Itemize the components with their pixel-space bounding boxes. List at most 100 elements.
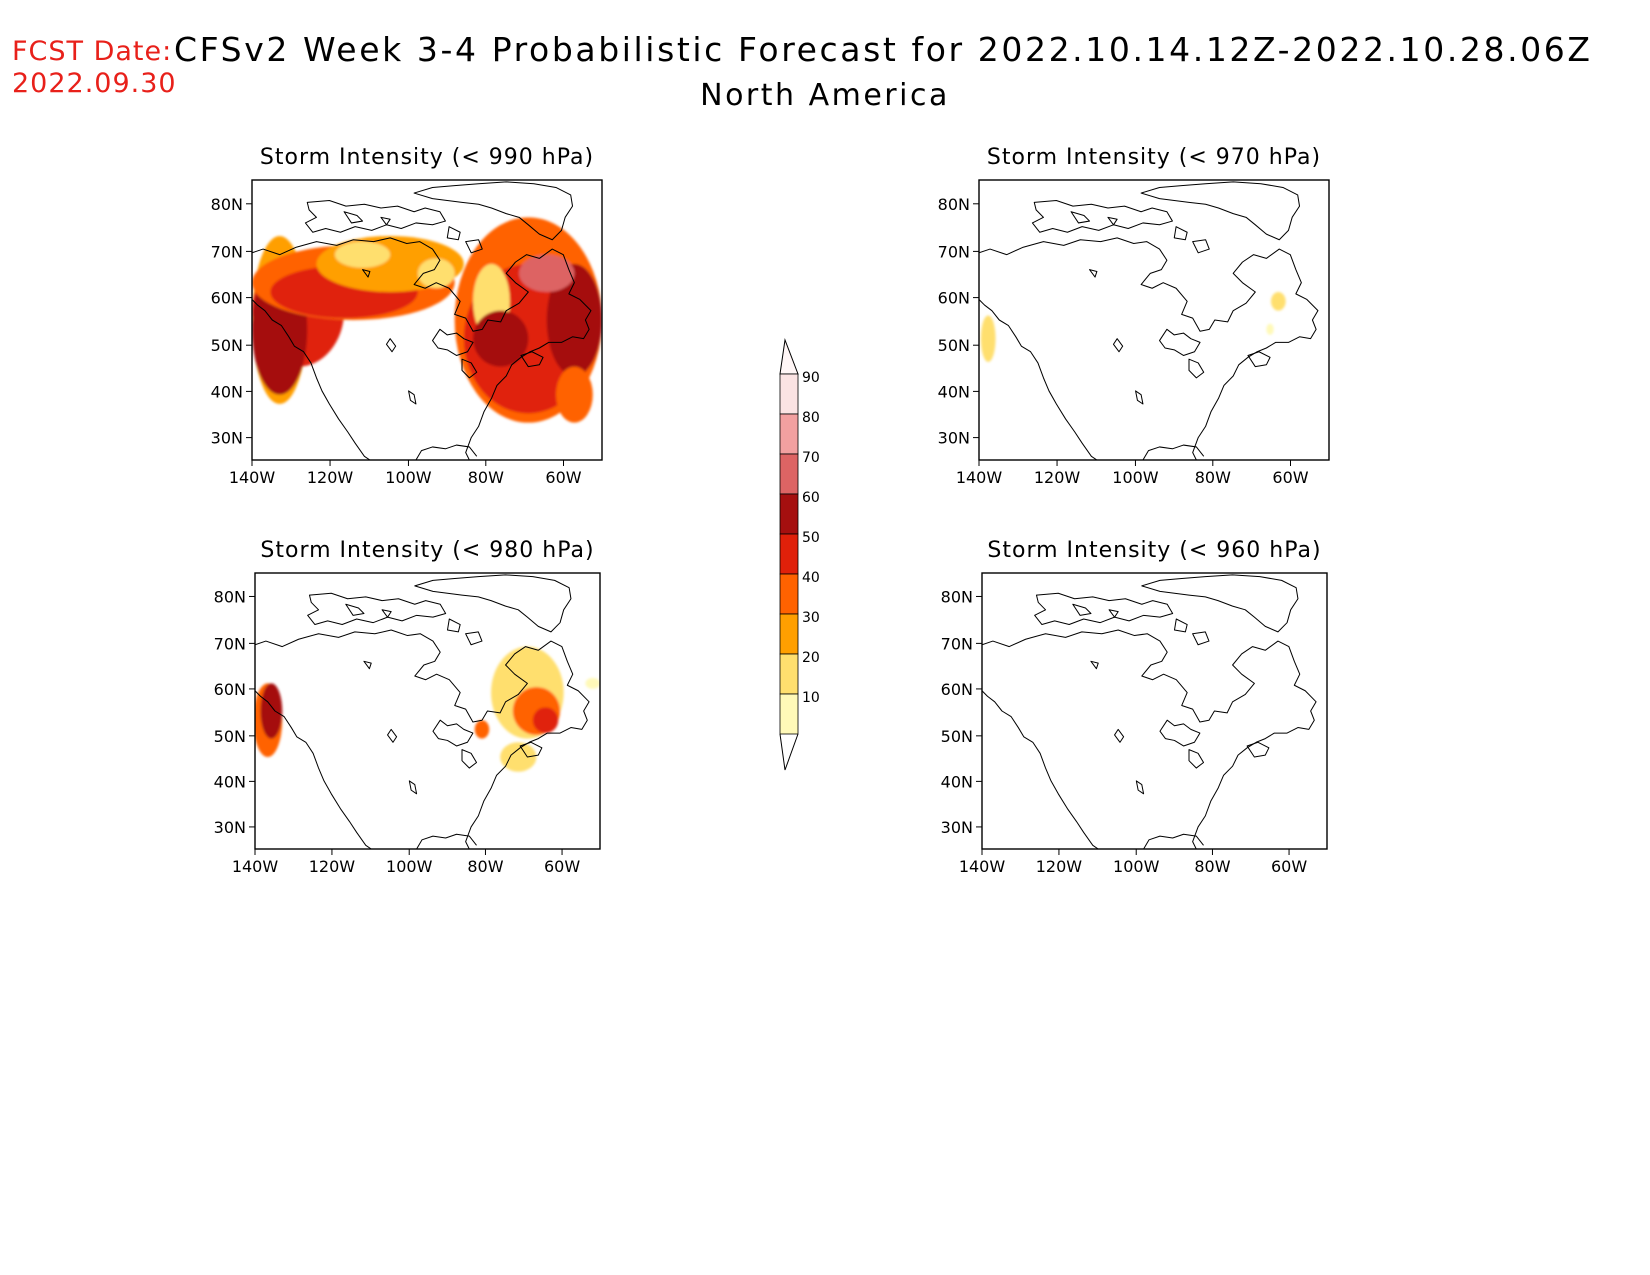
lon-tick-label: 120W <box>1036 857 1083 876</box>
colorbar-swatch <box>779 453 799 495</box>
lat-tick-label: 70N <box>214 634 246 653</box>
probability-region <box>585 677 600 689</box>
colorbar-swatch <box>779 413 799 455</box>
probability-region <box>980 315 996 362</box>
colorbar-label: 10 <box>802 690 820 706</box>
probability-region <box>1266 323 1274 335</box>
lat-tick-label: 80N <box>941 587 973 606</box>
lon-tick-label: 100W <box>385 468 432 487</box>
probability-region <box>260 683 283 739</box>
probability-region <box>473 310 529 367</box>
lon-tick-label: 60W <box>1271 857 1307 876</box>
map-frame <box>978 179 1330 461</box>
lat-tick-label: 40N <box>214 772 246 791</box>
map-panel-980: Storm Intensity (< 980 hPa) 80N 70N 60N 50N 4… <box>214 538 601 876</box>
probability-region <box>519 254 575 292</box>
colorbar-label: 50 <box>802 530 820 546</box>
lon-tick-label: 100W <box>1112 468 1159 487</box>
lon-tick-label: 100W <box>1113 857 1160 876</box>
map-frame <box>254 572 601 850</box>
page-title: CFSv2 Week 3-4 Probabilistic Forecast fo… <box>174 30 1593 69</box>
lon-tick-label: 120W <box>1034 468 1081 487</box>
coastline <box>982 574 1317 849</box>
lat-tick-label: 60N <box>938 289 970 308</box>
lon-tick-label: 60W <box>545 468 581 487</box>
lat-tick-label: 50N <box>941 727 973 746</box>
colorbar-label: 90 <box>802 370 820 386</box>
colorbar-swatch <box>779 373 799 415</box>
region-title: North America <box>0 78 1650 113</box>
lat-tick-label: 40N <box>938 382 970 401</box>
lat-tick-label: 70N <box>941 634 973 653</box>
probability-shading <box>252 217 602 423</box>
lon-tick-label: 140W <box>232 857 279 876</box>
coastline <box>979 181 1319 460</box>
lat-tick-label: 50N <box>214 727 246 746</box>
region-title-text: North America <box>700 78 950 113</box>
colorbar-label: 40 <box>802 570 820 586</box>
probability-shading <box>255 646 600 772</box>
colorbar-swatch <box>779 533 799 575</box>
lat-tick-label: 80N <box>211 195 243 214</box>
probability-region <box>532 707 559 734</box>
lon-tick-label: 140W <box>959 857 1006 876</box>
probability-region <box>334 241 391 268</box>
map-frame <box>981 572 1328 850</box>
colorbar: 90 80 70 60 50 40 30 20 10 <box>779 338 820 771</box>
lat-tick-label: 30N <box>941 818 973 837</box>
lon-tick-label: 80W <box>1194 857 1230 876</box>
colorbar-label: 80 <box>802 410 820 426</box>
map-panel-960: Storm Intensity (< 960 hPa) 80N 70N 60N 50N 4… <box>941 538 1328 876</box>
lon-tick-label: 60W <box>1272 468 1308 487</box>
lon-tick-label: 120W <box>309 857 356 876</box>
colorbar-swatch <box>779 653 799 695</box>
probability-region <box>555 366 593 423</box>
colorbar-swatch <box>779 493 799 535</box>
lon-tick-label: 60W <box>544 857 580 876</box>
lat-tick-label: 50N <box>211 336 243 355</box>
lat-tick-label: 60N <box>211 289 243 308</box>
lon-tick-label: 80W <box>1195 468 1231 487</box>
lat-tick-label: 60N <box>214 680 246 699</box>
lat-tick-label: 50N <box>938 336 970 355</box>
probability-region <box>546 264 602 376</box>
probability-shading <box>980 292 1286 362</box>
lat-tick-label: 40N <box>211 382 243 401</box>
colorbar-label: 60 <box>802 490 820 506</box>
lat-tick-label: 30N <box>214 818 246 837</box>
lat-tick-label: 30N <box>938 429 970 448</box>
lon-tick-label: 140W <box>229 468 276 487</box>
lat-tick-label: 60N <box>941 680 973 699</box>
colorbar-top-cap <box>779 338 799 375</box>
lon-tick-label: 80W <box>468 468 504 487</box>
panel-title: Storm Intensity (< 990 hPa) <box>260 145 594 170</box>
probability-region <box>474 720 490 739</box>
fcst-date-label: FCST Date: <box>12 36 173 67</box>
colorbar-label: 30 <box>802 610 820 626</box>
map-panel-990: Storm Intensity (< 990 hPa) 80N 70N 60N 50N 4… <box>211 145 603 487</box>
colorbar-bottom-cap <box>779 733 799 771</box>
panel-title: Storm Intensity (< 960 hPa) <box>987 538 1321 563</box>
panel-title: Storm Intensity (< 980 hPa) <box>260 538 594 563</box>
lon-tick-label: 100W <box>386 857 433 876</box>
lat-tick-label: 80N <box>938 195 970 214</box>
panel-title: Storm Intensity (< 970 hPa) <box>987 145 1321 170</box>
lat-tick-label: 70N <box>211 242 243 261</box>
lon-tick-label: 140W <box>956 468 1003 487</box>
lat-tick-label: 70N <box>938 242 970 261</box>
fcst-date-value: 2022.09.30 <box>12 68 177 99</box>
lat-tick-label: 30N <box>211 429 243 448</box>
probability-region <box>500 742 537 772</box>
lon-tick-label: 80W <box>467 857 503 876</box>
colorbar-swatch <box>779 613 799 655</box>
lon-tick-label: 120W <box>307 468 354 487</box>
probability-region <box>417 258 455 289</box>
colorbar-swatch <box>779 573 799 615</box>
lat-tick-label: 80N <box>214 587 246 606</box>
colorbar-label: 20 <box>802 650 820 666</box>
colorbar-label: 70 <box>802 450 820 466</box>
probability-region <box>1270 292 1286 311</box>
map-panel-970: Storm Intensity (< 970 hPa) 80N 70N 60N 50N 4… <box>938 145 1330 487</box>
colorbar-swatch <box>779 693 799 735</box>
